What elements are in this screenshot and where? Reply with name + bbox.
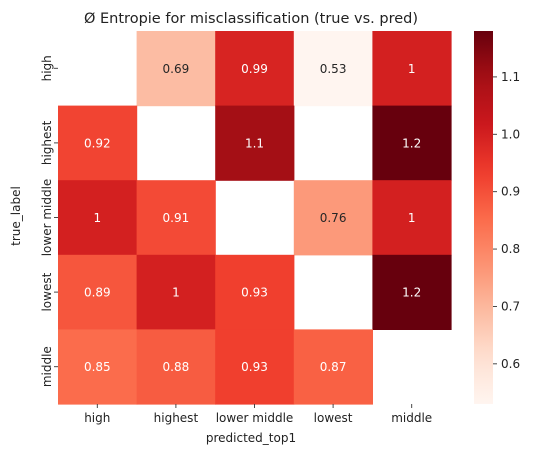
cell-value-label: 0.99 bbox=[241, 62, 268, 76]
heatmap-cell bbox=[293, 31, 373, 107]
heatmap-cell bbox=[215, 329, 295, 405]
x-tick-label: lowest bbox=[314, 411, 353, 425]
heatmap-cell bbox=[372, 105, 452, 181]
x-tick-label: lower middle bbox=[216, 411, 294, 425]
colorbar-tick-label: 0.6 bbox=[501, 357, 520, 371]
heatmap-cell bbox=[136, 329, 216, 405]
cell-value-label: 1 bbox=[408, 211, 416, 225]
x-tick-label: middle bbox=[391, 411, 432, 425]
cell-value-label: 0.93 bbox=[241, 360, 268, 374]
cell-value-label: 1.2 bbox=[402, 286, 421, 300]
colorbar: 0.6 0.7 0.8 0.9 1.0 1.1 bbox=[474, 31, 520, 404]
heatmap-cell bbox=[215, 254, 295, 330]
cell-value-label: 1 bbox=[93, 211, 101, 225]
colorbar-tick-label: 0.7 bbox=[501, 299, 520, 313]
cell-value-label: 1.1 bbox=[245, 136, 264, 150]
y-tick-label: middle bbox=[40, 346, 54, 387]
heatmap-cell bbox=[372, 254, 452, 330]
heatmap-cell bbox=[372, 180, 452, 256]
heatmap-cell bbox=[58, 105, 138, 181]
cell-value-label: 0.87 bbox=[320, 360, 347, 374]
heatmap-cell bbox=[293, 180, 373, 256]
x-tick-label: high bbox=[84, 411, 110, 425]
heatmap-cell bbox=[372, 31, 452, 107]
heatmap-cell bbox=[215, 105, 295, 181]
colorbar-gradient bbox=[474, 31, 493, 404]
y-tick-label: lowest bbox=[40, 272, 54, 311]
x-axis-ticks: high highest lower middle lowest middle bbox=[84, 404, 432, 425]
cell-value-label: 0.76 bbox=[320, 211, 347, 225]
cell-value-label: 1 bbox=[172, 286, 180, 300]
y-axis-label: true_label bbox=[9, 186, 23, 246]
y-axis-ticks: high highest lower middle lowest middle bbox=[40, 55, 58, 387]
heatmap-cell bbox=[58, 254, 138, 330]
x-axis-label: predicted_top1 bbox=[206, 431, 296, 445]
heatmap-cell bbox=[136, 31, 216, 107]
cell-value-label: 1.2 bbox=[402, 136, 421, 150]
heatmap-cell bbox=[293, 329, 373, 405]
heatmap-cell bbox=[58, 180, 138, 256]
cell-value-label: 0.93 bbox=[241, 286, 268, 300]
cell-value-label: 0.53 bbox=[320, 62, 347, 76]
y-tick-label: highest bbox=[40, 120, 54, 165]
colorbar-tick-label: 0.9 bbox=[501, 185, 520, 199]
heatmap-cell bbox=[215, 31, 295, 107]
cell-value-label: 0.89 bbox=[84, 286, 111, 300]
colorbar-tick-label: 0.8 bbox=[501, 242, 520, 256]
heatmap-cell bbox=[136, 180, 216, 256]
colorbar-tick-label: 1.1 bbox=[501, 70, 520, 84]
colorbar-tick-label: 1.0 bbox=[501, 127, 520, 141]
heatmap-cell bbox=[136, 254, 216, 330]
y-tick-label: lower middle bbox=[40, 179, 54, 257]
cell-value-label: 1 bbox=[408, 62, 416, 76]
cell-value-label: 0.69 bbox=[163, 62, 190, 76]
cell-value-label: 0.92 bbox=[84, 136, 111, 150]
heatmap-cells: 0.69 0.99 0.53 1 0.92 1.1 1.2 1 0.91 0.76 1 0.89 1 0.… bbox=[58, 31, 452, 405]
x-tick-label: highest bbox=[154, 411, 199, 425]
cell-value-label: 0.91 bbox=[163, 211, 190, 225]
chart-title: Ø Entropie for misclassification (true v… bbox=[84, 11, 418, 27]
heatmap-cell bbox=[58, 329, 138, 405]
cell-value-label: 0.88 bbox=[163, 360, 190, 374]
y-tick-label: high bbox=[40, 55, 54, 81]
cell-value-label: 0.85 bbox=[84, 360, 111, 374]
